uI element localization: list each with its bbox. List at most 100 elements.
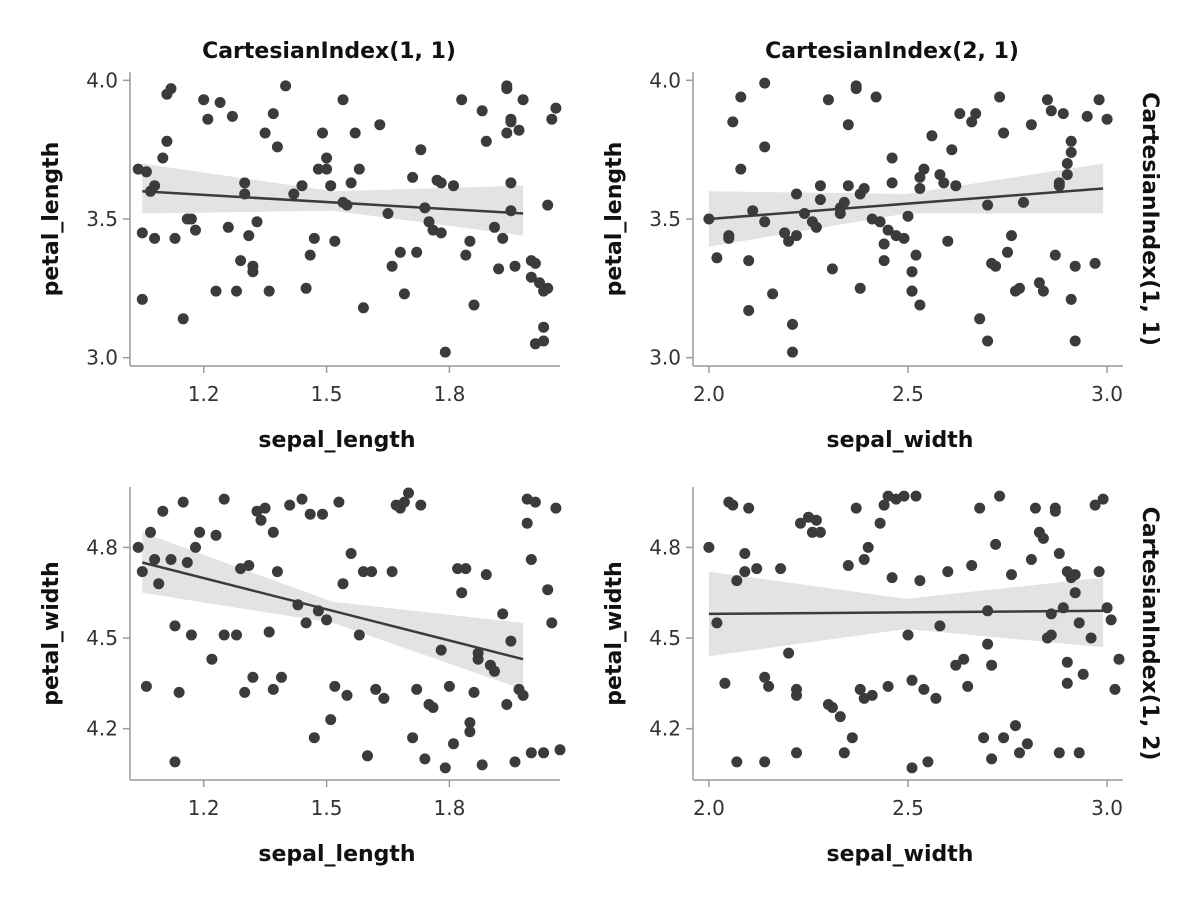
data-point xyxy=(743,255,755,267)
data-point xyxy=(1006,230,1017,242)
data-point xyxy=(321,163,333,175)
data-point xyxy=(838,747,850,759)
data-point xyxy=(169,756,181,768)
data-point xyxy=(1045,629,1057,641)
data-point xyxy=(842,180,854,192)
data-point xyxy=(1073,747,1085,759)
data-point xyxy=(1097,493,1109,505)
data-point xyxy=(994,490,1006,502)
data-point xyxy=(501,80,513,92)
data-point xyxy=(239,177,251,189)
data-point xyxy=(806,526,818,538)
x-axis-label: sepal_length xyxy=(258,428,415,453)
data-point xyxy=(243,560,255,571)
data-point xyxy=(407,732,419,744)
data-point xyxy=(202,113,214,125)
data-point xyxy=(1053,747,1065,759)
data-point xyxy=(902,629,914,641)
data-point xyxy=(1069,260,1081,272)
data-point xyxy=(791,747,802,759)
data-point xyxy=(850,80,862,92)
data-point xyxy=(1093,566,1105,578)
data-point xyxy=(337,94,349,106)
data-point xyxy=(886,572,898,584)
data-point xyxy=(1061,656,1073,668)
data-point xyxy=(398,288,410,300)
data-point xyxy=(1006,569,1017,581)
x-tick-label: 3.0 xyxy=(1091,382,1123,406)
data-point xyxy=(950,659,962,671)
data-point xyxy=(759,216,771,228)
data-point xyxy=(190,224,201,236)
data-point xyxy=(986,753,998,765)
data-point xyxy=(739,566,751,578)
data-point xyxy=(791,689,802,701)
data-point xyxy=(810,221,822,233)
data-point xyxy=(435,644,447,656)
data-point xyxy=(1029,502,1041,514)
data-point xyxy=(550,102,562,114)
data-point xyxy=(1021,738,1033,750)
data-point xyxy=(222,221,234,233)
data-point xyxy=(1053,548,1065,559)
data-point xyxy=(529,496,541,508)
data-point xyxy=(456,94,468,106)
data-point xyxy=(1061,677,1073,689)
data-point xyxy=(747,205,759,217)
data-point xyxy=(874,517,886,529)
data-point xyxy=(739,548,751,559)
data-point xyxy=(411,683,423,695)
data-point xyxy=(866,689,878,701)
data-point xyxy=(513,124,525,136)
y-tick-label: 4.2 xyxy=(86,717,118,741)
data-point xyxy=(460,563,472,575)
data-point xyxy=(435,177,447,189)
x-tick-label: 1.5 xyxy=(311,382,343,406)
data-point xyxy=(826,263,838,275)
data-point xyxy=(480,135,492,147)
data-point xyxy=(1014,282,1025,294)
data-point xyxy=(456,587,468,599)
data-point xyxy=(235,255,247,267)
data-point xyxy=(448,180,459,192)
regression-line xyxy=(708,187,1104,221)
data-point xyxy=(370,683,382,695)
data-point xyxy=(411,246,423,258)
data-point xyxy=(795,517,806,529)
data-point xyxy=(1065,135,1077,147)
data-point xyxy=(476,105,488,117)
data-point xyxy=(329,680,341,692)
data-point xyxy=(906,285,918,297)
y-tick-label: 3.0 xyxy=(86,346,118,370)
x-tick-label: 2.5 xyxy=(892,796,924,820)
data-point xyxy=(218,493,230,505)
data-point xyxy=(886,152,898,164)
data-point xyxy=(727,116,739,128)
data-point xyxy=(946,144,958,156)
data-point xyxy=(149,232,161,244)
data-point xyxy=(333,496,345,508)
regression-line xyxy=(708,609,1104,616)
data-point xyxy=(1065,146,1077,158)
data-point xyxy=(505,635,517,647)
data-point xyxy=(787,346,798,358)
data-point xyxy=(1069,587,1081,599)
data-point xyxy=(341,689,353,701)
data-point xyxy=(231,285,242,297)
data-point xyxy=(157,152,169,164)
data-point xyxy=(1010,720,1021,732)
data-point xyxy=(538,335,550,347)
data-point xyxy=(386,566,398,578)
data-point xyxy=(914,575,926,587)
data-point xyxy=(1049,502,1061,514)
data-point xyxy=(296,180,308,192)
data-point xyxy=(711,617,723,629)
data-point xyxy=(1105,614,1117,626)
data-point xyxy=(185,213,197,225)
data-point xyxy=(194,526,206,538)
data-point xyxy=(489,665,500,677)
data-point xyxy=(1109,683,1121,695)
data-point xyxy=(711,252,723,264)
data-point xyxy=(439,762,451,774)
data-point xyxy=(1018,196,1029,208)
